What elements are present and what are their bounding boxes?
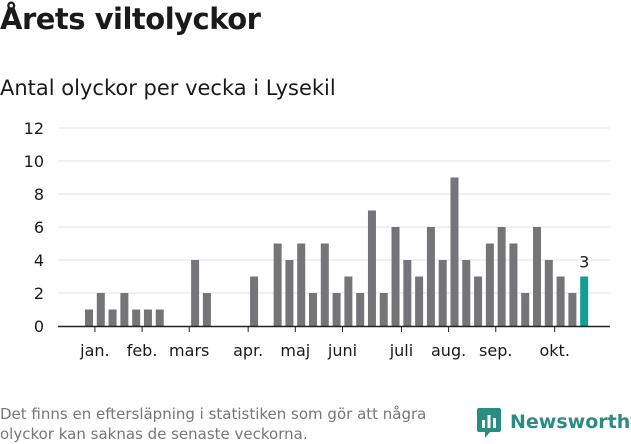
y-tick-label: 2 [34,284,44,303]
month-label: jan. [79,341,109,360]
data-label: 3 [579,253,589,272]
bar [250,276,259,326]
y-tick-label: 0 [34,317,44,336]
bar [474,276,483,326]
bar [356,293,365,326]
bar [143,309,152,326]
bar-current-week [580,276,589,326]
bar [568,293,577,326]
bar [332,293,341,326]
bar [391,227,400,326]
bar [379,293,388,326]
month-label: juni [327,341,357,360]
bar [450,177,459,326]
bar [509,243,518,326]
y-tick-label: 6 [34,218,44,237]
brand-name: Newsworthy [510,411,631,433]
bar [544,260,553,326]
bar [273,243,282,326]
brand-logo: Newsworthy [476,407,631,441]
footnote: Det finns en eftersläpning i statistiken… [0,405,427,443]
bar [132,309,141,326]
data-labels: 3 [579,253,589,272]
bar [344,276,353,326]
bar [202,293,211,326]
bar [403,260,412,326]
bar [297,243,306,326]
month-label: aug. [431,341,466,360]
bar [108,309,117,326]
bar [320,243,329,326]
y-tick-label: 10 [24,152,44,171]
bar [521,293,530,326]
y-tick-labels: 0 2 4 6 8 10 12 [24,119,44,336]
bar-chart: 0 2 4 6 8 10 12 jan. feb. mars apr. maj juni juli aug… [24,119,610,360]
chart-subtitle: Antal olyckor per vecka i Lysekil [0,76,336,100]
bar [191,260,200,326]
y-tick-label: 8 [34,185,44,204]
bar [556,276,565,326]
bar [485,243,494,326]
bar [309,293,318,326]
bar [367,210,376,326]
bar [533,227,542,326]
newsworthy-bar-chart-logo-icon [477,408,501,438]
bar [497,227,506,326]
bar [96,293,105,326]
month-label: juli [389,341,413,360]
y-tick-label: 4 [34,251,44,270]
month-label: okt. [539,341,569,360]
month-label: sep. [479,341,512,360]
bar [155,309,164,326]
bars [85,177,589,326]
bar [426,227,435,326]
month-label: feb. [127,341,158,360]
bar [120,293,129,326]
month-label: mars [169,341,209,360]
month-label: apr. [233,341,263,360]
grid-lines [58,127,610,294]
y-tick-label: 12 [24,119,44,138]
bar [285,260,294,326]
x-axis [58,325,610,332]
chart-title: Årets viltolyckor [0,2,261,36]
bar [462,260,471,326]
bar [415,276,424,326]
month-label: maj [280,341,310,360]
bar [85,309,93,326]
month-labels: jan. feb. mars apr. maj juni juli aug. sep. okt. [79,341,570,360]
bar [438,260,447,326]
